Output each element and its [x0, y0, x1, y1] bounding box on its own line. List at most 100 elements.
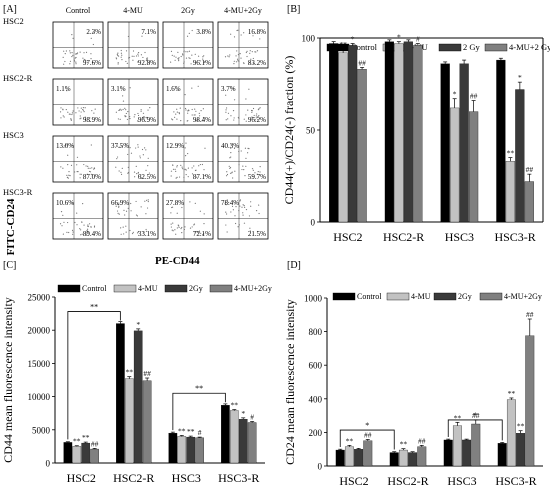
event-dot: [125, 50, 128, 52]
bar: [408, 452, 418, 467]
event-dot: [87, 165, 89, 167]
event-dot: [120, 52, 123, 54]
legend-swatch: [113, 284, 137, 293]
event-dot: [60, 166, 62, 168]
bar: [124, 378, 134, 464]
event-dot: [238, 60, 240, 63]
event-dot: [249, 52, 251, 54]
event-dot: [76, 224, 78, 226]
event-dot: [68, 174, 70, 176]
event-dot: [233, 117, 235, 119]
x-category-label: HSC2-R: [113, 471, 154, 485]
event-dot: [170, 61, 172, 63]
event-dot: [232, 177, 234, 179]
event-dot: [82, 203, 84, 205]
quadrant-percent-lower: 72.1%: [193, 230, 211, 238]
event-dot: [136, 232, 139, 234]
event-dot: [65, 144, 67, 146]
event-dot: [93, 112, 95, 114]
quadrant-percent-upper: 27.8%: [166, 199, 184, 207]
event-dot: [242, 214, 244, 216]
event-dot: [233, 60, 235, 62]
y-tick-label: 0: [318, 462, 323, 472]
event-dot: [202, 56, 204, 58]
x-category-label: HSC3: [447, 474, 476, 488]
event-dot: [245, 114, 247, 116]
event-dot: [135, 214, 138, 216]
event-dot: [116, 158, 118, 160]
event-dot: [71, 202, 74, 204]
event-dot: [184, 94, 186, 96]
event-dot: [170, 226, 172, 228]
x-category-label: HSC3-R: [495, 474, 536, 488]
event-dot: [147, 109, 149, 111]
event-dot: [119, 109, 121, 111]
event-dot: [199, 163, 202, 166]
dot-plot-frame: [52, 192, 104, 240]
event-dot: [181, 53, 184, 55]
event-dot: [86, 228, 89, 230]
event-dot: [133, 55, 135, 57]
event-dot: [173, 111, 175, 113]
event-dot: [121, 54, 123, 56]
bar: [506, 399, 516, 467]
quadrant-percent-lower: 98.4%: [193, 116, 211, 124]
legend-swatch: [433, 292, 457, 301]
event-dot: [172, 222, 174, 224]
event-dot: [231, 172, 233, 174]
event-dot: [194, 232, 196, 234]
event-dot: [64, 53, 66, 55]
event-dot: [123, 233, 125, 235]
event-dot: [183, 62, 185, 64]
event-dot: [137, 61, 139, 63]
event-dot: [203, 61, 205, 64]
event-dot: [90, 226, 92, 228]
dot-plot-frame: [217, 21, 269, 69]
event-dot: [247, 147, 249, 150]
event-dot: [201, 163, 204, 166]
event-dot: [230, 211, 232, 213]
bar: [354, 449, 364, 467]
event-dot: [137, 114, 140, 117]
event-dot: [73, 59, 75, 61]
bar: [221, 405, 230, 464]
significance-marker: ##: [358, 58, 366, 67]
event-dot: [230, 144, 232, 146]
bar: [384, 41, 394, 223]
panel-b-chart: [B] 0 50 100 CD44(+)/CD24(-) fraction (%) Con…: [282, 4, 550, 244]
event-dot: [199, 210, 201, 212]
event-dot: [85, 51, 88, 53]
event-dot: [60, 117, 62, 119]
event-dot: [187, 167, 189, 169]
event-dot: [83, 52, 85, 54]
y-tick-label: 800: [309, 327, 323, 337]
significance-marker: **: [231, 401, 239, 410]
event-dot: [125, 225, 127, 227]
event-dot: [175, 170, 177, 172]
event-dot: [226, 231, 228, 233]
event-dot: [77, 107, 79, 109]
event-dot: [88, 170, 91, 173]
event-dot: [117, 55, 120, 57]
event-dot: [174, 229, 176, 231]
significance-marker: ##: [526, 310, 534, 319]
event-dot: [178, 113, 181, 115]
column-header: 4-MU+2Gy: [224, 6, 262, 15]
event-dot: [203, 213, 205, 215]
event-dot: [86, 61, 88, 63]
event-dot: [196, 231, 199, 233]
event-dot: [63, 221, 65, 223]
significance-marker: ##: [91, 439, 99, 448]
event-dot: [198, 115, 201, 117]
bar: [229, 410, 239, 464]
event-dot: [233, 99, 236, 101]
event-dot: [80, 107, 82, 109]
bar: [238, 419, 248, 464]
event-dot: [84, 116, 86, 118]
bar: [389, 452, 399, 467]
panel-label: [D]: [287, 260, 301, 271]
bar: [524, 181, 534, 223]
event-dot: [92, 43, 94, 46]
event-dot: [243, 32, 245, 34]
event-dot: [142, 116, 144, 118]
